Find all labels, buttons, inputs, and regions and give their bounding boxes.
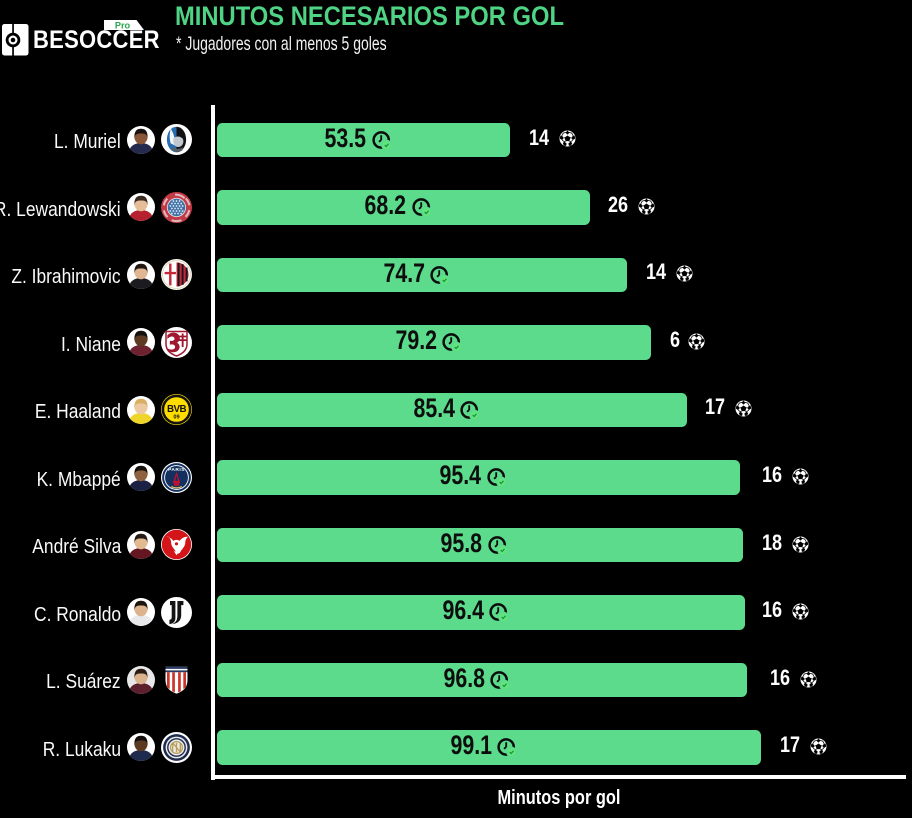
- svg-text:09: 09: [173, 415, 179, 421]
- svg-text:PARIS: PARIS: [168, 467, 185, 473]
- svg-text:Pro: Pro: [115, 20, 131, 30]
- svg-text:BVB: BVB: [167, 404, 186, 415]
